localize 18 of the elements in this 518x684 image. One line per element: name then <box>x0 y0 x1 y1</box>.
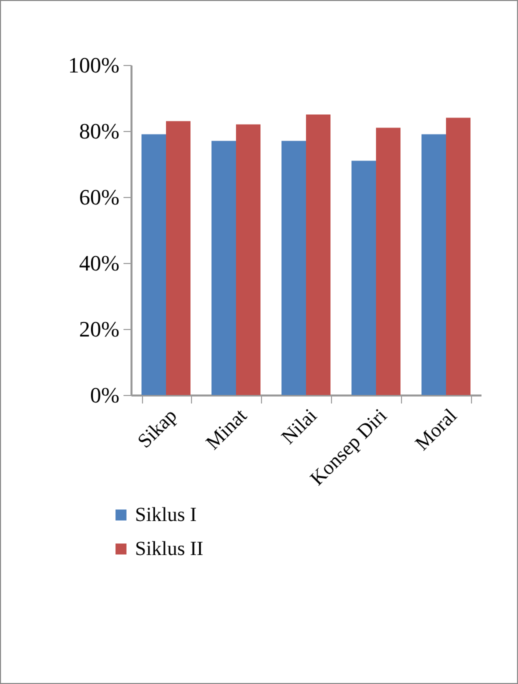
y-tick-label: 40% <box>79 250 120 276</box>
y-tick-label: 100% <box>68 52 120 78</box>
y-tick-label: 0% <box>90 382 120 408</box>
bar <box>236 124 260 395</box>
bar <box>142 134 166 395</box>
bar <box>212 140 236 395</box>
legend-label: Siklus I <box>135 504 197 526</box>
bar <box>306 114 330 395</box>
legend-label: Siklus II <box>135 538 204 560</box>
bar <box>446 118 470 395</box>
y-tick-label: 80% <box>79 118 120 144</box>
bar <box>376 128 400 395</box>
y-tick-label: 60% <box>79 184 120 210</box>
bar <box>166 121 190 395</box>
bar <box>352 160 376 395</box>
bar <box>422 134 446 395</box>
y-tick-label: 20% <box>79 316 120 342</box>
bar <box>282 140 306 395</box>
